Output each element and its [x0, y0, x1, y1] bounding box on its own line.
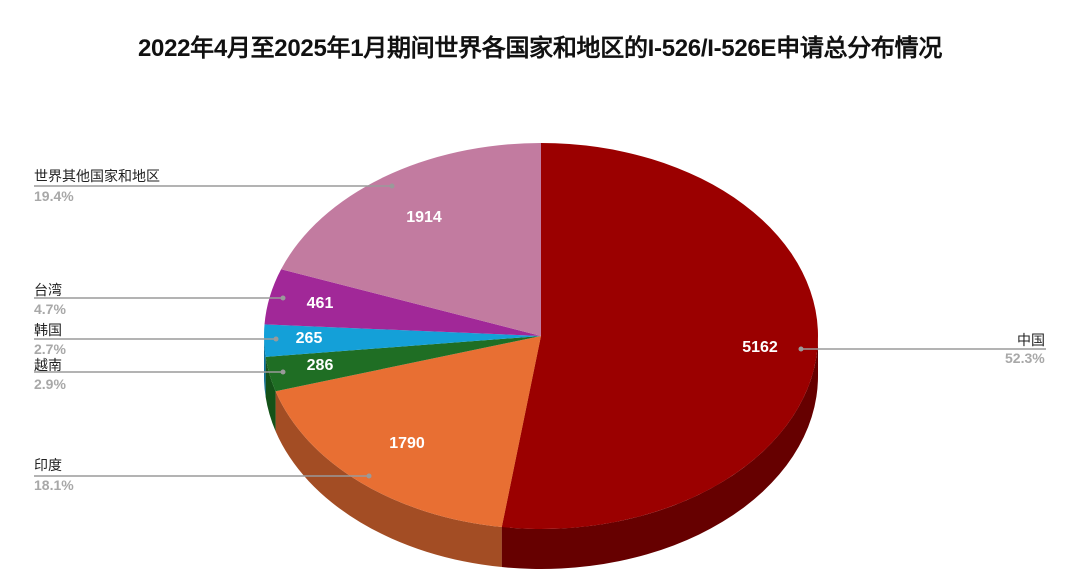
- slice-中国: [501, 143, 819, 530]
- value-india: 1790: [389, 435, 425, 452]
- label-taiwan-name: 台湾: [34, 282, 62, 298]
- label-vietnam-pct: 2.9%: [34, 376, 66, 392]
- label-korea-name: 韩国: [34, 322, 62, 338]
- label-india-pct: 18.1%: [34, 477, 74, 493]
- value-china: 5162: [742, 339, 778, 356]
- chart-title: 2022年4月至2025年1月期间世界各国家和地区的I-526/I-526E申请…: [137, 35, 943, 62]
- slice-韩国: [264, 324, 541, 357]
- value-korea: 265: [295, 330, 323, 347]
- label-india-name: 印度: [34, 457, 62, 473]
- pie-top: [264, 142, 819, 530]
- slice-side: [265, 356, 276, 432]
- leader-lines: [34, 183, 1046, 479]
- slice-side: [264, 336, 266, 397]
- label-korea-pct: 2.7%: [34, 341, 66, 357]
- slice-side: [501, 336, 818, 569]
- slice-台湾: [264, 269, 541, 336]
- label-other-name: 世界其他国家和地区: [34, 168, 160, 184]
- label-vietnam-name: 越南: [34, 357, 62, 373]
- slice-越南: [265, 336, 541, 392]
- label-other-pct: 19.4%: [34, 188, 74, 204]
- label-taiwan-pct: 4.7%: [34, 301, 66, 317]
- label-china-pct: 52.3%: [1005, 350, 1045, 366]
- slice-side: [275, 391, 502, 568]
- value-taiwan: 461: [306, 295, 334, 312]
- slice-印度: [275, 336, 541, 528]
- slice-世界其他国家和地区: [281, 142, 541, 336]
- label-china-name: 中国: [1017, 332, 1045, 348]
- value-vietnam: 286: [306, 357, 334, 374]
- value-other: 1914: [406, 209, 442, 226]
